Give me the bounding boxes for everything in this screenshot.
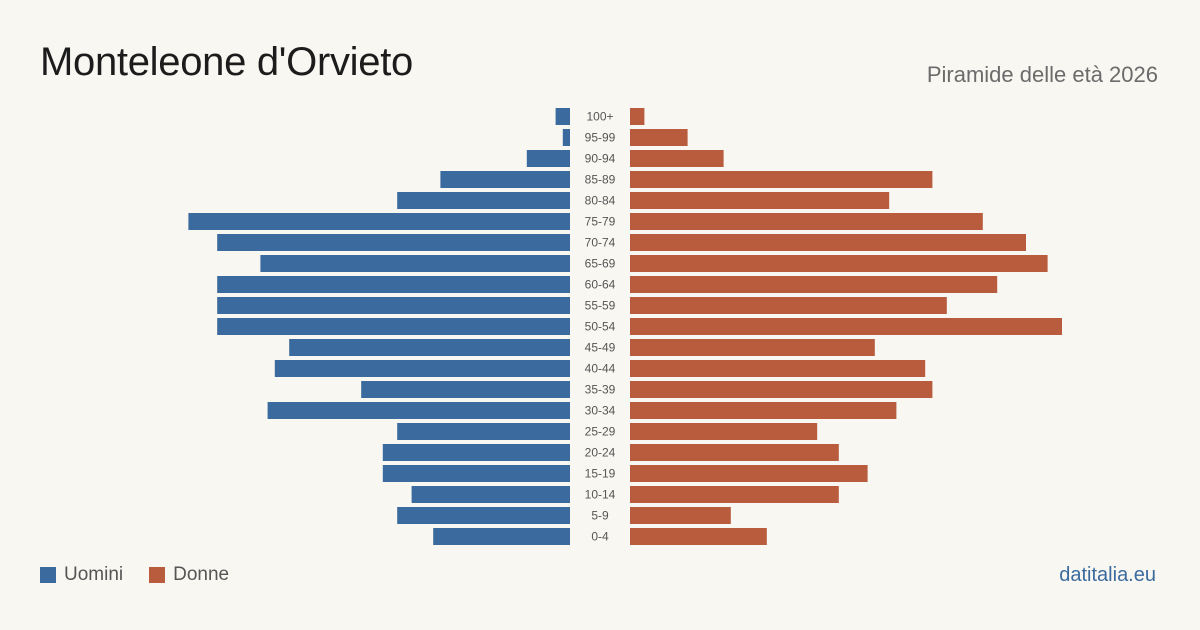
bar-women-25-29	[630, 423, 818, 440]
age-label-15-19: 15-19	[585, 467, 616, 481]
bar-men-85-89	[440, 171, 570, 188]
bar-men-5-9	[397, 507, 570, 524]
age-label-85-89: 85-89	[585, 173, 616, 187]
age-label-35-39: 35-39	[585, 383, 616, 397]
age-label-30-34: 30-34	[585, 404, 616, 418]
bar-men-95-99	[562, 129, 570, 146]
age-label-5-9: 5-9	[591, 509, 609, 523]
age-label-10-14: 10-14	[585, 488, 616, 502]
bar-men-65-69	[260, 255, 570, 272]
age-label-80-84: 80-84	[585, 194, 616, 208]
bar-women-10-14	[630, 486, 839, 503]
bar-men-70-74	[217, 234, 570, 251]
bar-women-95-99	[630, 129, 688, 146]
bar-men-45-49	[289, 339, 570, 356]
bar-women-80-84	[630, 192, 890, 209]
legend-label-men: Uomini	[64, 564, 124, 585]
legend-swatch-men	[40, 567, 56, 583]
bar-men-15-19	[382, 465, 570, 482]
bar-men-90-94	[526, 150, 570, 167]
bar-women-40-44	[630, 360, 926, 377]
bar-women-85-89	[630, 171, 933, 188]
legend-swatch-women	[149, 567, 166, 583]
bar-women-45-49	[630, 339, 875, 356]
chart-legend: Uomini Donne	[40, 564, 255, 586]
bar-women-30-34	[630, 402, 897, 419]
bar-women-15-19	[630, 465, 868, 482]
bar-women-100+	[630, 108, 645, 125]
bar-men-60-64	[217, 276, 570, 293]
age-label-75-79: 75-79	[585, 215, 616, 229]
chart-subtitle: Piramide delle età 2026	[926, 62, 1158, 87]
age-label-100+: 100+	[586, 110, 613, 124]
bar-women-75-79	[630, 213, 983, 230]
age-label-25-29: 25-29	[585, 425, 616, 439]
bar-men-0-4	[433, 528, 570, 545]
bar-men-75-79	[188, 213, 570, 230]
age-label-55-59: 55-59	[585, 299, 616, 313]
bar-men-35-39	[361, 381, 570, 398]
bar-men-80-84	[397, 192, 570, 209]
bar-women-35-39	[630, 381, 933, 398]
age-label-40-44: 40-44	[585, 362, 616, 376]
legend-item-men: Uomini	[40, 564, 123, 586]
bar-women-0-4	[630, 528, 767, 545]
age-label-65-69: 65-69	[585, 257, 616, 271]
bar-women-5-9	[630, 507, 731, 524]
bar-men-10-14	[411, 486, 570, 503]
legend-label-women: Donne	[173, 564, 230, 585]
bar-women-70-74	[630, 234, 1026, 251]
age-label-60-64: 60-64	[585, 278, 616, 292]
bar-men-55-59	[217, 297, 570, 314]
bar-men-50-54	[217, 318, 570, 335]
age-label-95-99: 95-99	[585, 131, 616, 145]
bar-men-25-29	[397, 423, 570, 440]
legend-item-women: Donne	[149, 564, 229, 586]
brand-link[interactable]: datitalia.eu	[1059, 564, 1156, 586]
page-title: Monteleone d'Orvieto	[40, 40, 413, 84]
bar-women-60-64	[630, 276, 998, 293]
bar-men-40-44	[274, 360, 570, 377]
bar-women-50-54	[630, 318, 1062, 335]
age-label-0-4: 0-4	[591, 530, 609, 544]
age-label-70-74: 70-74	[585, 236, 616, 250]
bar-women-55-59	[630, 297, 947, 314]
age-label-20-24: 20-24	[585, 446, 616, 460]
bar-women-65-69	[630, 255, 1048, 272]
bar-men-100+	[555, 108, 570, 125]
age-label-45-49: 45-49	[585, 341, 616, 355]
bar-women-20-24	[630, 444, 839, 461]
age-label-90-94: 90-94	[585, 152, 616, 166]
bar-men-30-34	[267, 402, 570, 419]
bar-men-20-24	[382, 444, 570, 461]
age-label-50-54: 50-54	[585, 320, 616, 334]
bar-women-90-94	[630, 150, 724, 167]
